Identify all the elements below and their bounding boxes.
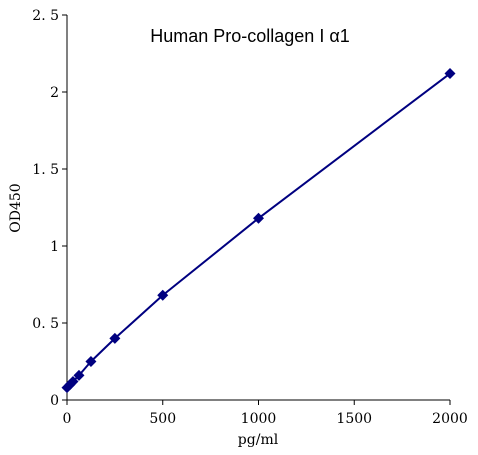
x-tick-label: 1500 [336,411,372,427]
series-line [66,72,451,389]
data-point [253,212,264,224]
data-point [73,369,85,381]
y-tick-label: 1. 5 [32,162,59,178]
x-tick-label: 2000 [432,411,468,427]
data-point [67,376,79,388]
y-tick-label: 2 [50,85,59,101]
y-tick-label: 2. 5 [32,8,59,24]
plot-area [61,68,456,394]
y-tick-label: 0. 5 [32,316,59,332]
x-axis-label: pg/ml [238,432,279,448]
data-point [85,356,97,367]
y-tick-label: 0 [50,393,59,409]
data-point [157,289,169,301]
x-tick-label: 1000 [241,411,277,427]
data-point [109,332,121,344]
chart-title: Human Pro-collagen I α1 [150,26,350,46]
y-axis-label: OD450 [8,183,24,232]
axes: 0 0. 5 1 1. 5 2 2. 5 0 500 1000 1500 2000 [32,8,468,427]
x-tick-label: 0 [63,411,72,427]
data-point [444,68,456,80]
x-tick-label: 500 [149,411,176,427]
y-tick-label: 1 [50,239,59,255]
